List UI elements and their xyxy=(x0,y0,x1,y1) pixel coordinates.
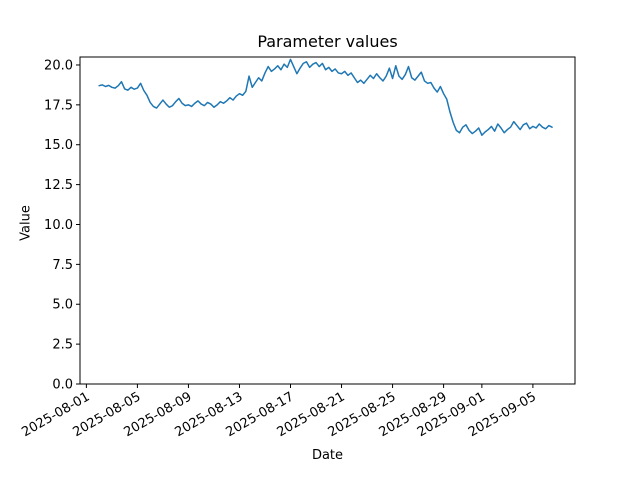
y-tick-label: 5.0 xyxy=(52,298,73,313)
y-tick-label: 17.5 xyxy=(44,98,73,113)
y-tick-label: 10.0 xyxy=(44,218,73,233)
chart-title: Parameter values xyxy=(257,32,398,51)
plot-border xyxy=(79,56,576,385)
y-tick-label: 15.0 xyxy=(44,138,73,153)
y-tick-label: 20.0 xyxy=(44,58,73,73)
y-tick-label: 0.0 xyxy=(52,378,73,393)
x-axis-label: Date xyxy=(311,448,344,463)
y-axis-label: Value xyxy=(18,205,34,241)
y-axis-ticks: 0.0 2.5 5.0 7.5 10.0 12.5 15.0 17.5 20.0 xyxy=(44,58,80,393)
data-line xyxy=(98,58,553,136)
y-tick-label: 7.5 xyxy=(52,258,73,273)
y-tick-label: 2.5 xyxy=(52,338,73,353)
x-axis-ticks: 2025-08-012025-08-052025-08-092025-08-13… xyxy=(19,384,539,440)
y-tick-label: 12.5 xyxy=(44,178,73,193)
